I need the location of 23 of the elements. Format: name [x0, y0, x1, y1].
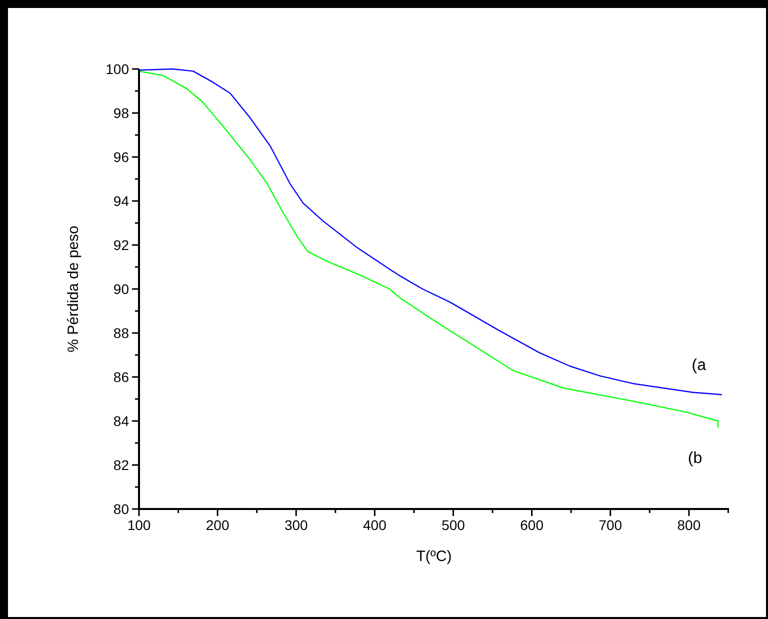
x-tick-label: 100 — [127, 517, 151, 533]
y-tick-label: 98 — [113, 104, 130, 121]
x-tick-label: 400 — [363, 517, 387, 533]
y-tick-label: 82 — [113, 456, 130, 473]
y-tick-label: 84 — [113, 412, 130, 429]
y-tick-label: 80 — [113, 500, 130, 517]
y-tick-label: 100 — [106, 60, 130, 77]
x-axis-title: T(ºC) — [416, 548, 452, 565]
y-tick-label: 86 — [113, 368, 130, 385]
x-tick-label: 600 — [520, 517, 544, 533]
x-tick-label: 200 — [206, 517, 230, 533]
series-label: (a — [692, 357, 706, 374]
y-tick-label: 96 — [113, 148, 130, 165]
y-tick-label: 90 — [113, 280, 130, 297]
x-tick-label: 700 — [598, 517, 622, 533]
y-tick-label: 92 — [113, 236, 130, 253]
y-tick-label: 94 — [113, 192, 130, 209]
x-tick-label: 800 — [677, 517, 701, 533]
y-tick-label: 88 — [113, 324, 130, 341]
y-axis-title: % Pérdida de peso — [65, 226, 82, 352]
x-tick-label: 300 — [284, 517, 308, 533]
series-label: (b — [688, 450, 702, 468]
x-tick-label: 500 — [442, 517, 466, 533]
